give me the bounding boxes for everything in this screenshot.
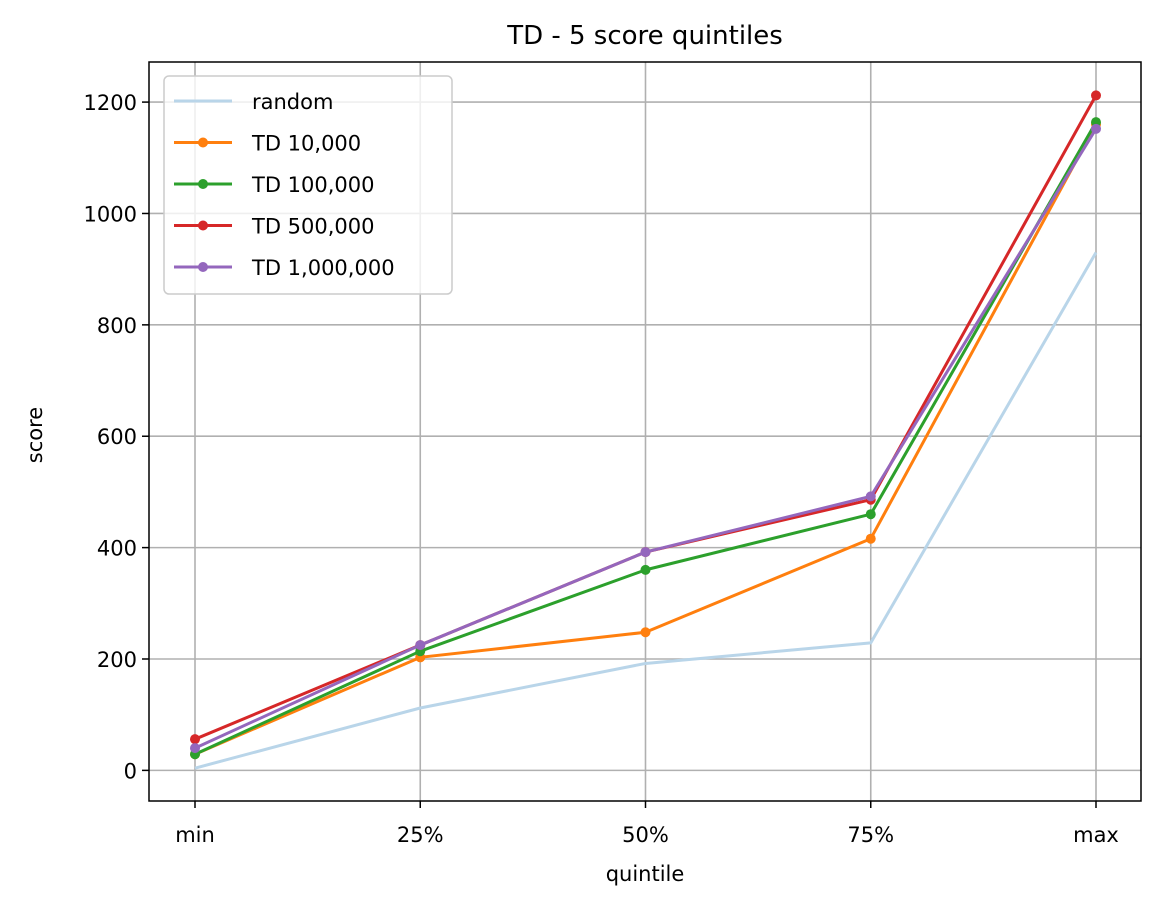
data-point xyxy=(1091,123,1101,134)
data-point xyxy=(415,640,426,651)
y-tick-label: 200 xyxy=(97,648,137,672)
legend-marker xyxy=(198,220,208,231)
series-lines xyxy=(190,90,1101,770)
legend-item: TD 500,000 xyxy=(174,215,375,239)
legend-item: random xyxy=(174,90,333,114)
legend-marker xyxy=(198,262,208,272)
x-tick-label: 25% xyxy=(397,823,444,847)
y-tick-label: 600 xyxy=(97,425,137,449)
legend-marker xyxy=(198,137,208,148)
data-point xyxy=(865,509,876,520)
legend-label: TD 1,000,000 xyxy=(251,256,395,280)
chart-title: TD - 5 score quintiles xyxy=(506,21,783,51)
series-2 xyxy=(190,117,1101,760)
legend-marker xyxy=(198,179,208,189)
legend-label: TD 10,000 xyxy=(251,132,361,156)
x-tick-label: max xyxy=(1073,823,1119,847)
legend-label: TD 500,000 xyxy=(251,215,375,239)
y-tick-label: 800 xyxy=(97,314,137,338)
x-tick-label: min xyxy=(175,823,215,847)
series-0 xyxy=(194,251,1098,770)
y-tick-label: 400 xyxy=(97,537,137,561)
legend: random TD 10,000 TD 100,000 TD 500,000 TD 1,… xyxy=(163,75,453,295)
y-tick-label: 1200 xyxy=(84,91,137,115)
y-axis-ticks: 0 200 400 600 800 1000 1200 xyxy=(84,91,149,783)
legend-label: random xyxy=(252,90,333,114)
series-4 xyxy=(190,123,1101,754)
y-tick-label: 0 xyxy=(124,759,137,783)
data-point xyxy=(190,734,200,745)
legend-item: TD 1,000,000 xyxy=(174,256,395,280)
data-point xyxy=(640,564,651,575)
data-point xyxy=(640,547,651,558)
data-point xyxy=(640,627,651,638)
y-tick-label: 1000 xyxy=(84,202,137,226)
data-point xyxy=(865,491,876,502)
series-line xyxy=(194,251,1098,770)
x-axis-label: quintile xyxy=(606,862,685,886)
y-axis-label: score xyxy=(23,407,47,463)
legend-box xyxy=(163,75,453,295)
x-axis-ticks: min 25% 50% 75% max xyxy=(175,801,1119,847)
data-point xyxy=(1091,90,1101,101)
legend-label: TD 100,000 xyxy=(251,173,375,197)
x-tick-label: 50% xyxy=(622,823,669,847)
data-point xyxy=(190,743,200,754)
data-point xyxy=(865,533,876,544)
legend-item: TD 100,000 xyxy=(174,173,375,197)
x-tick-label: 75% xyxy=(847,823,894,847)
legend-item: TD 10,000 xyxy=(174,132,361,156)
